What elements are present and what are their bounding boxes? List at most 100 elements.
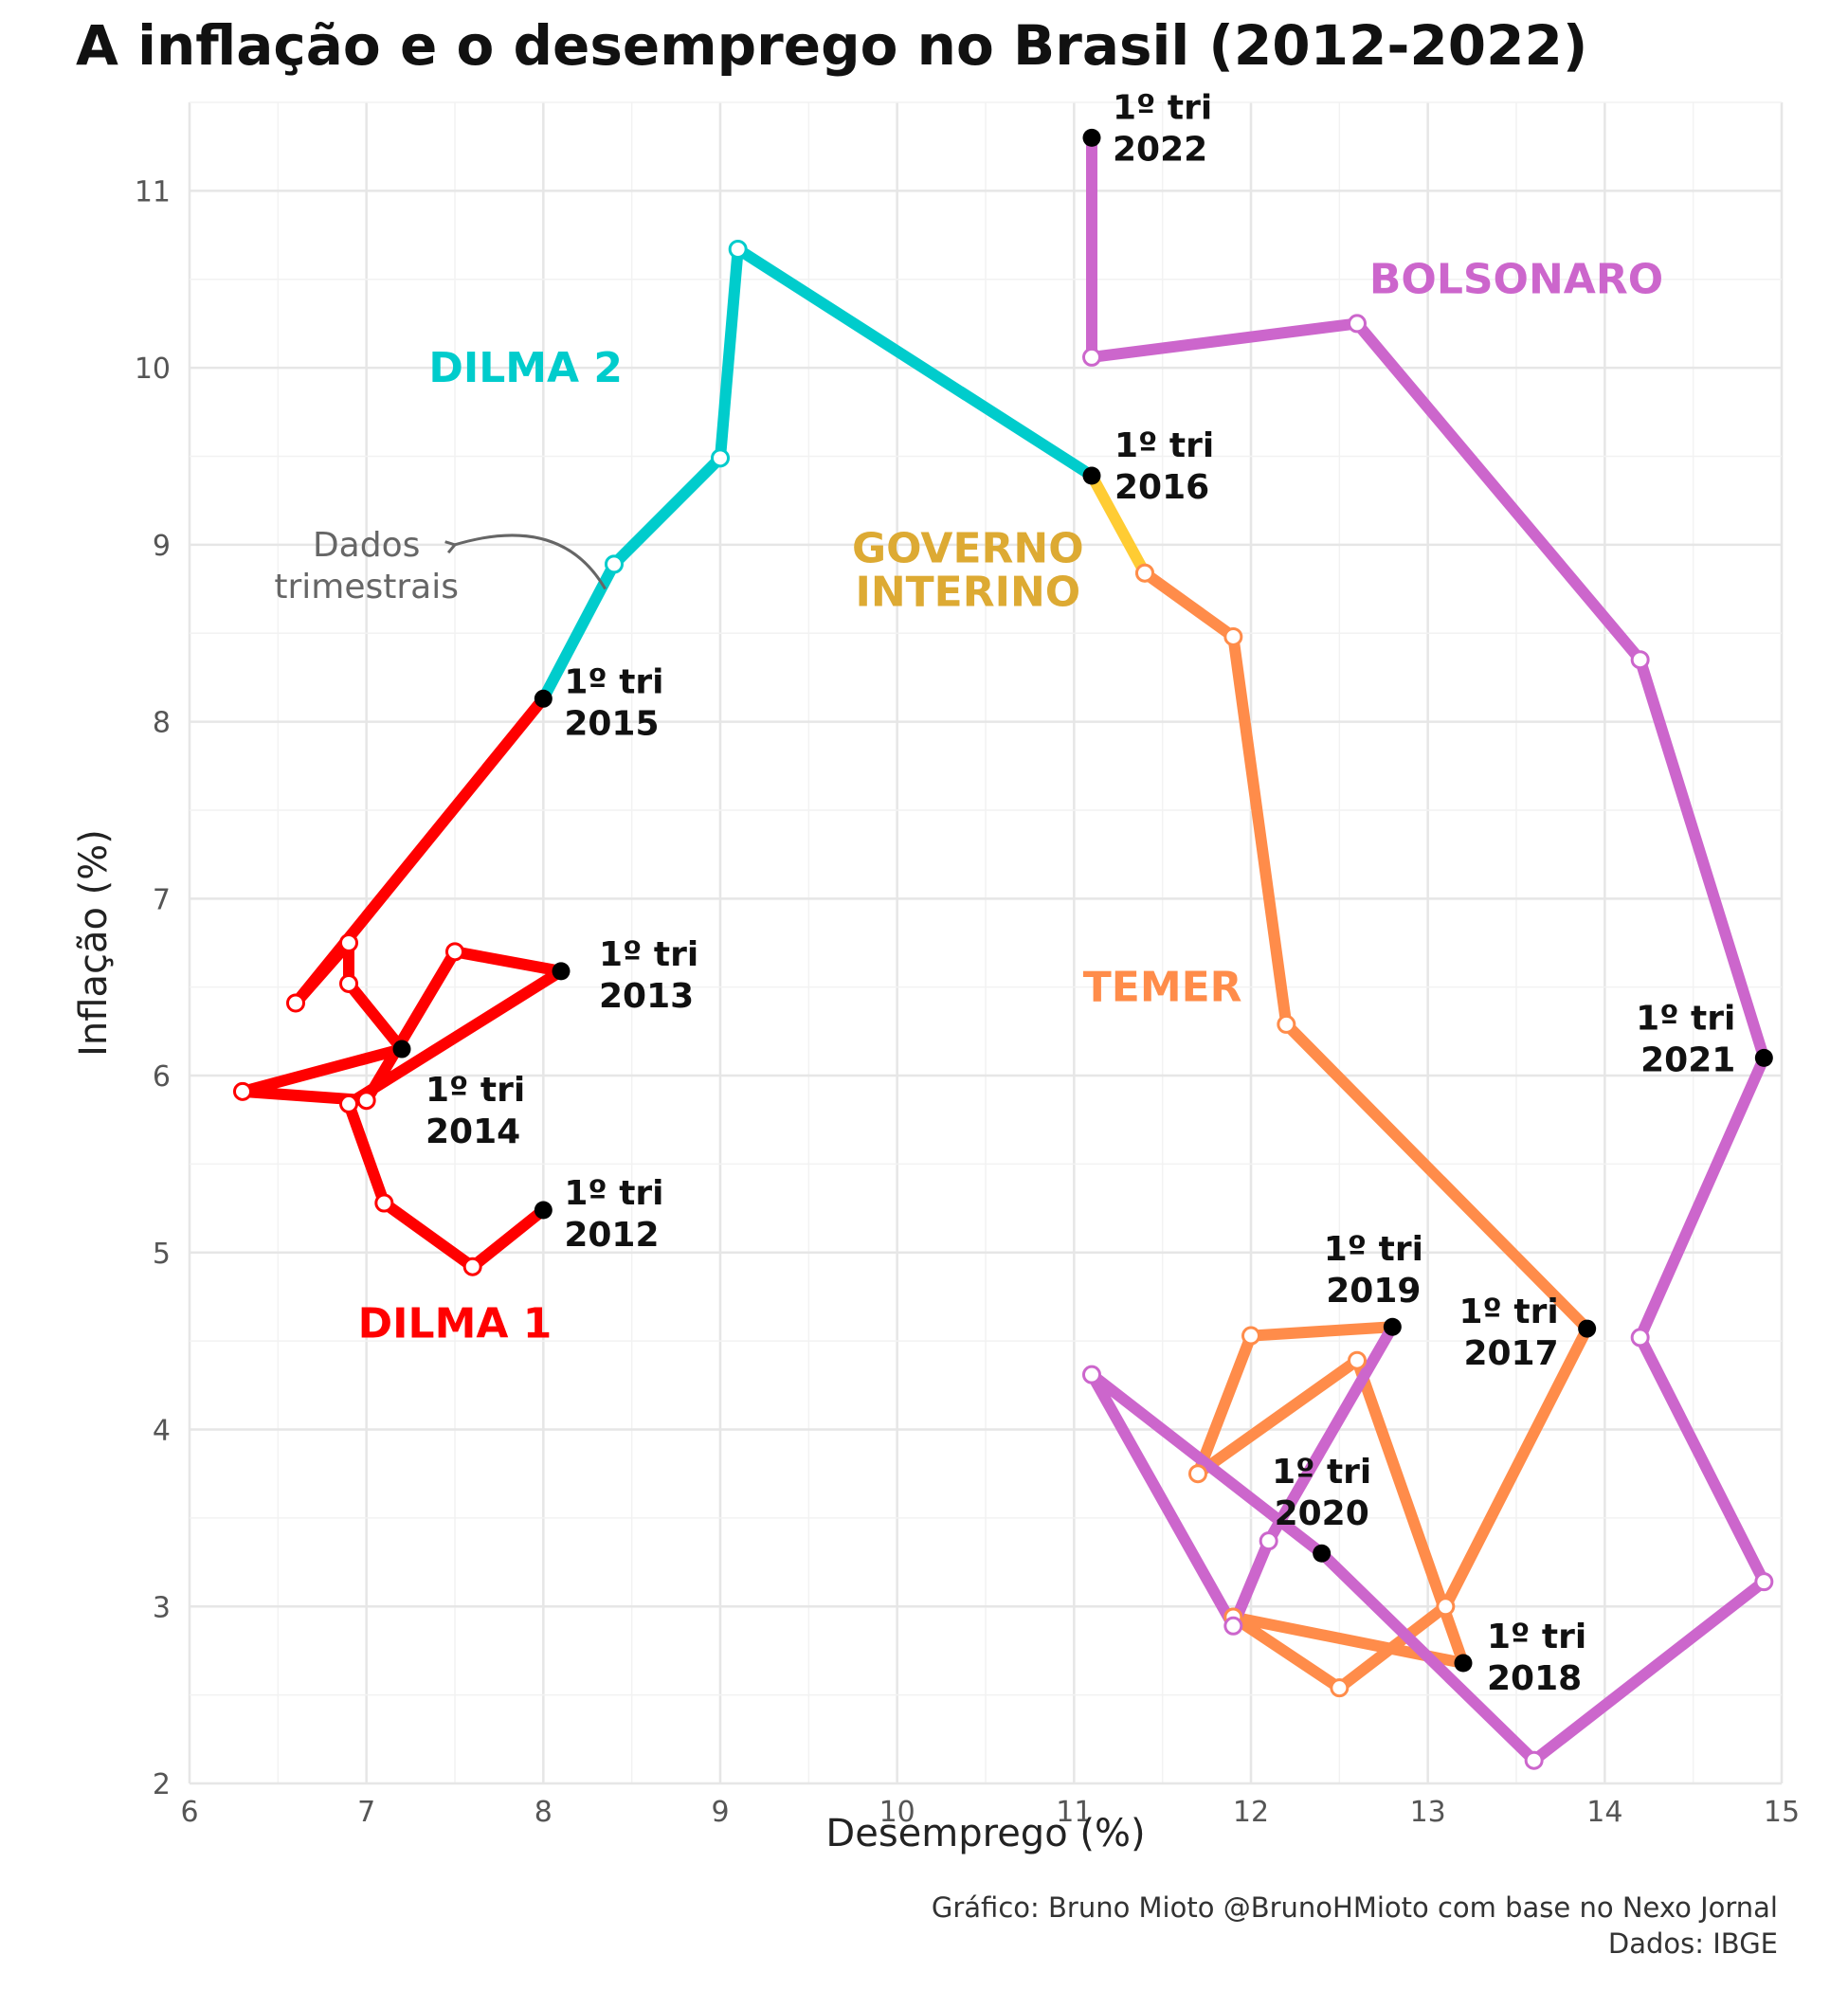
grid-layer [188, 101, 1784, 1785]
point-label-year: 2022 [1113, 130, 1207, 169]
point-label-year: 2020 [1275, 1494, 1369, 1533]
annotation-text: Dados [313, 526, 420, 565]
series-line [1086, 473, 1150, 576]
data-point [1241, 1326, 1260, 1346]
x-tick-label: 12 [1233, 1796, 1269, 1829]
annotation-arrow [455, 534, 607, 590]
point-label-year: 2015 [564, 704, 659, 743]
highlight-point [1578, 1319, 1597, 1338]
data-point [1348, 1350, 1367, 1370]
point-label-quarter: 1º tri [1324, 1230, 1423, 1269]
highlight-point [534, 689, 553, 708]
data-point [1524, 1750, 1544, 1770]
series-line [537, 244, 1096, 702]
data-point [1135, 563, 1154, 583]
annotation-text: trimestrais [274, 568, 459, 606]
point-label-year: 2014 [426, 1113, 520, 1151]
tick-layer: 6 7 8 9 10 11 12 13 14 15 2 3 4 5 6 7 8 9 10 11 [135, 175, 1800, 1829]
highlight-point [1383, 1317, 1402, 1336]
government-label: DILMA 1 [358, 1299, 553, 1348]
data-point [1082, 1365, 1101, 1384]
highlight-point [552, 962, 571, 981]
point-label-year: 2017 [1463, 1334, 1558, 1373]
data-point [1223, 626, 1243, 646]
y-tick-label: 8 [153, 707, 171, 740]
point-label-quarter: 1º tri [426, 1071, 525, 1110]
data-point [605, 554, 624, 574]
series-line [1141, 568, 1593, 1694]
point-label-quarter: 1º tri [564, 1174, 663, 1213]
point-label-quarter: 1º tri [564, 662, 663, 701]
y-tick-label: 6 [153, 1060, 171, 1094]
point-label-quarter: 1º tri [599, 935, 698, 974]
data-point [1188, 1464, 1207, 1484]
point-label-quarter: 1º tri [1114, 426, 1214, 465]
data-point [445, 942, 464, 962]
point-label-quarter: 1º tri [1636, 999, 1735, 1038]
point-label-year: 2013 [599, 977, 694, 1016]
y-tick-label: 7 [153, 883, 171, 916]
data-point [1348, 314, 1367, 334]
data-point [711, 448, 730, 468]
data-point [1630, 650, 1650, 670]
government-label: DILMA 2 [428, 344, 623, 392]
data-point [339, 973, 358, 993]
y-tick-label: 2 [153, 1768, 171, 1801]
point-label-quarter: 1º tri [1272, 1453, 1371, 1492]
point-label-quarter: 1º tri [1113, 88, 1212, 127]
x-tick-label: 10 [879, 1796, 915, 1829]
highlight-point [1754, 1048, 1773, 1067]
data-point [1436, 1597, 1456, 1617]
highlight-point [534, 1201, 553, 1220]
data-point [1330, 1678, 1350, 1698]
data-point [1082, 347, 1101, 367]
caption-credit: Gráfico: Bruno Mioto @BrunoHMioto com ba… [931, 1891, 1778, 1924]
y-tick-label: 11 [135, 175, 171, 208]
government-label: GOVERNO [852, 525, 1084, 573]
data-point [1223, 1616, 1243, 1636]
chart-title: A inflação e o desemprego no Brasil (201… [76, 13, 1588, 78]
x-tick-label: 15 [1764, 1796, 1800, 1829]
point-label-year: 2012 [564, 1216, 659, 1255]
highlight-point [1082, 466, 1101, 485]
highlight-point [1313, 1544, 1332, 1563]
x-tick-label: 14 [1586, 1796, 1622, 1829]
x-tick-label: 8 [534, 1796, 553, 1829]
x-tick-label: 9 [711, 1796, 729, 1829]
y-tick-label: 3 [153, 1591, 171, 1624]
x-axis-title: Desemprego (%) [825, 1812, 1145, 1855]
point-label-quarter: 1º tri [1487, 1618, 1586, 1656]
data-point [339, 1094, 358, 1113]
government-label: INTERINO [855, 569, 1080, 617]
caption-source: Dados: IBGE [1607, 1927, 1778, 1960]
data-point [339, 933, 358, 952]
x-tick-label: 6 [180, 1796, 198, 1829]
data-point [233, 1081, 252, 1101]
data-point [1277, 1014, 1296, 1034]
point-label-year: 2019 [1326, 1272, 1421, 1311]
data-point [728, 239, 748, 259]
point-label-year: 2016 [1114, 468, 1209, 507]
data-point [356, 1091, 376, 1111]
data-point [1259, 1531, 1278, 1551]
data-point [1630, 1328, 1650, 1348]
y-tick-label: 5 [153, 1238, 171, 1271]
x-tick-label: 11 [1056, 1796, 1092, 1829]
y-tick-label: 10 [135, 353, 171, 386]
data-point [286, 993, 305, 1013]
y-tick-label: 9 [153, 530, 171, 563]
highlight-point [1454, 1654, 1473, 1673]
government-label: BOLSONARO [1369, 256, 1663, 304]
government-label: TEMER [1083, 964, 1242, 1012]
point-label-year: 2018 [1487, 1659, 1582, 1698]
point-label-year: 2021 [1640, 1040, 1735, 1079]
highlight-point [392, 1040, 411, 1058]
x-tick-label: 7 [357, 1796, 375, 1829]
data-point [462, 1257, 482, 1276]
highlight-point [1082, 128, 1101, 147]
caption: Gráfico: Bruno Mioto @BrunoHMioto com ba… [932, 1890, 1778, 1962]
series-line [237, 695, 567, 1273]
